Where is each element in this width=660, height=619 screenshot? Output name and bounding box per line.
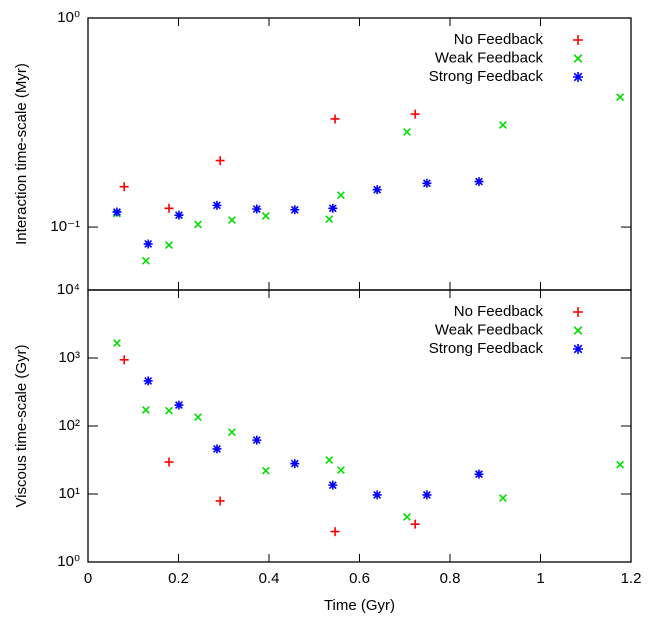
data-point xyxy=(290,205,300,215)
legend-marker xyxy=(573,35,583,45)
y-axis-label: Viscous time-scale (Gyr) xyxy=(13,344,30,507)
data-point xyxy=(119,182,129,192)
data-point xyxy=(143,376,153,386)
legend-marker xyxy=(573,54,583,63)
data-point xyxy=(212,444,222,454)
x-tick-label: 1.2 xyxy=(621,570,642,587)
data-point xyxy=(410,109,420,119)
data-point xyxy=(474,469,484,479)
data-point xyxy=(215,496,225,506)
data-point xyxy=(164,457,174,467)
y-tick-label: 10³ xyxy=(58,349,80,366)
y-tick-label: 10⁴ xyxy=(57,281,80,298)
data-point xyxy=(422,178,432,188)
data-point xyxy=(261,466,270,475)
data-point xyxy=(252,204,262,214)
legend-label: No Feedback xyxy=(454,303,544,320)
legend-label: Strong Feedback xyxy=(429,68,544,85)
data-point xyxy=(141,406,150,414)
y-tick-label: 10² xyxy=(58,417,80,434)
data-point xyxy=(174,210,184,220)
data-point xyxy=(112,207,122,217)
data-point xyxy=(212,200,222,210)
legend-marker xyxy=(573,326,583,335)
data-point xyxy=(165,406,173,415)
data-point xyxy=(328,480,338,490)
data-point xyxy=(194,413,202,422)
data-point xyxy=(174,400,184,410)
data-point xyxy=(337,191,345,200)
x-tick-label: 0 xyxy=(84,570,92,587)
data-point xyxy=(474,177,484,187)
data-point xyxy=(252,435,262,445)
data-point xyxy=(337,466,345,474)
legend-label: Strong Feedback xyxy=(429,340,544,357)
legend-marker xyxy=(573,344,583,354)
legend-label: Weak Feedback xyxy=(435,49,544,66)
data-point xyxy=(422,490,432,500)
data-point xyxy=(143,239,153,249)
data-point xyxy=(330,527,340,537)
x-tick-label: 0.4 xyxy=(259,570,280,587)
y-tick-label: 10¹ xyxy=(58,485,80,502)
data-point xyxy=(410,519,420,529)
y-tick-label: 10⁰ xyxy=(57,9,80,26)
data-point xyxy=(328,203,338,213)
data-point xyxy=(499,120,507,129)
data-point xyxy=(164,203,174,213)
x-tick-label: 0.8 xyxy=(440,570,461,587)
data-point xyxy=(141,256,150,265)
x-axis-label: Time (Gyr) xyxy=(324,597,395,614)
plot-frame xyxy=(87,17,632,291)
y-tick-label: 10⁻¹ xyxy=(50,218,80,235)
data-point xyxy=(499,494,507,503)
y-tick-label: 10⁰ xyxy=(57,553,80,570)
legend-marker xyxy=(573,72,583,82)
legend-marker xyxy=(573,307,583,317)
x-tick-label: 0.6 xyxy=(349,570,370,587)
legend-label: Weak Feedback xyxy=(435,321,544,338)
data-point xyxy=(113,339,121,347)
data-point xyxy=(330,114,340,124)
plot-frame xyxy=(87,289,632,563)
x-tick-label: 0.2 xyxy=(168,570,189,587)
data-point xyxy=(325,456,334,464)
data-point xyxy=(372,490,382,500)
data-point xyxy=(616,460,625,469)
data-point xyxy=(227,216,236,225)
x-tick-label: 1 xyxy=(536,570,544,587)
data-point xyxy=(215,156,225,166)
data-point xyxy=(119,355,129,365)
data-point xyxy=(372,185,382,195)
legend-label: No Feedback xyxy=(454,31,544,48)
data-point xyxy=(194,220,202,229)
data-point xyxy=(227,428,236,437)
data-point xyxy=(290,459,300,469)
data-point xyxy=(403,512,411,521)
data-point xyxy=(325,215,334,224)
data-point xyxy=(165,241,173,250)
data-point xyxy=(261,212,270,220)
y-axis-label: Interaction time-scale (Myr) xyxy=(13,63,30,245)
data-point xyxy=(616,93,625,102)
data-point xyxy=(403,128,411,136)
